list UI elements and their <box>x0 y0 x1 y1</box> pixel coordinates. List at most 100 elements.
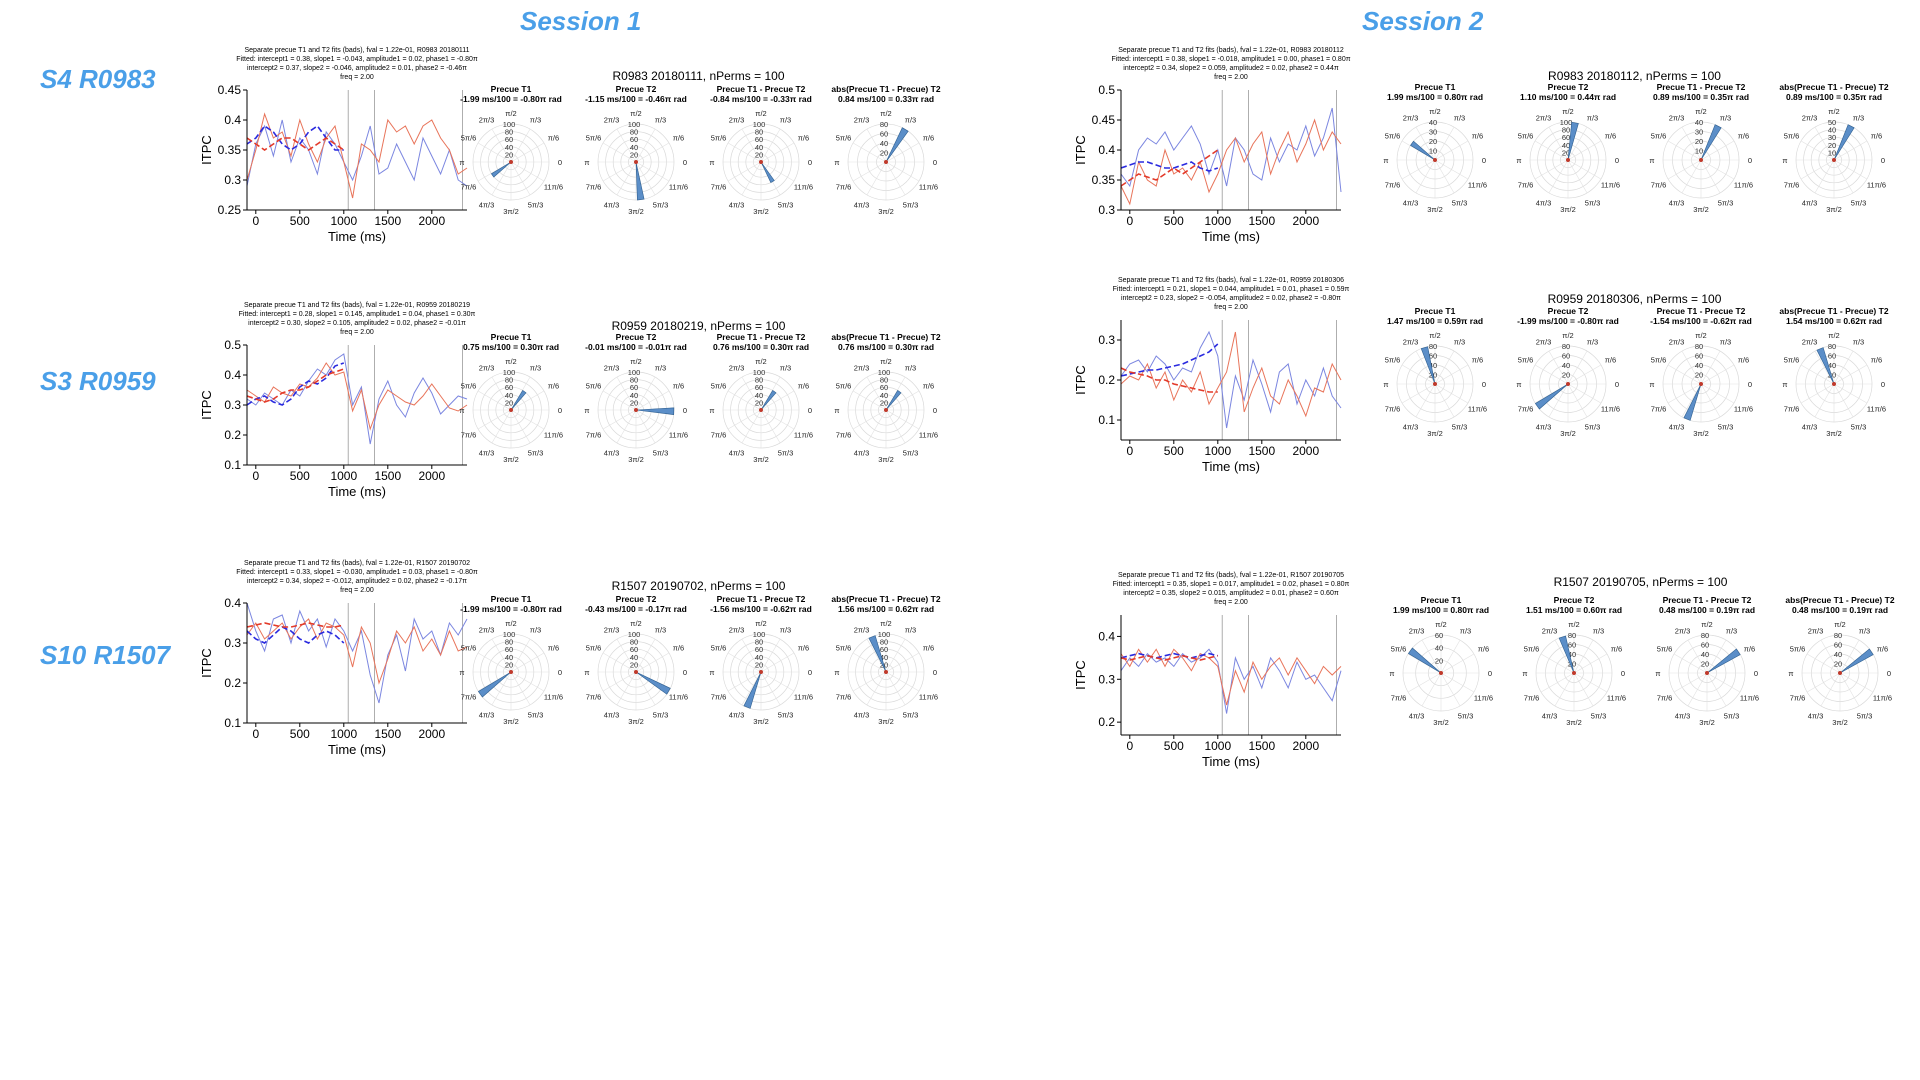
polar-angle-label: 11π/6 <box>544 431 563 440</box>
polar-grid-spoke <box>1681 350 1702 385</box>
polar-angle-label: 0 <box>933 668 937 677</box>
polar-grid-spoke <box>635 390 670 411</box>
polar-angle-label: 2π/3 <box>1669 114 1685 123</box>
polar-panel-3: abs(Precue T1 - Precue) T21.56 ms/100 = … <box>831 594 940 726</box>
polar-angle-label: π/6 <box>798 134 809 143</box>
y-axis-label: ITPC <box>199 135 214 165</box>
polar-grid-spoke <box>1814 126 1835 161</box>
polar-grid-spoke <box>1534 140 1569 161</box>
polar-grid-spoke <box>727 652 762 673</box>
polar-grid-spoke <box>510 128 531 163</box>
y-tick-label: 0.1 <box>1098 413 1115 427</box>
session-2-title: Session 2 <box>1362 6 1484 36</box>
fit-line-1 <box>1120 149 1219 187</box>
polar-panel-subtitle: 1.51 ms/100 = 0.60π rad <box>1526 605 1622 615</box>
polar-angle-label: π <box>1516 156 1521 165</box>
polar-grid-spoke <box>1567 364 1602 385</box>
polar-angle-label: 2π/3 <box>729 116 745 125</box>
polar-angle-label: 4π/3 <box>1808 711 1824 720</box>
polar-radial-tick-label: 40 <box>1429 118 1437 127</box>
polar-angle-label: 5π/6 <box>836 382 852 391</box>
polar-grid-spoke <box>616 376 637 411</box>
polar-panel-2: Precue T1 - Precue T20.76 ms/100 = 0.30π… <box>709 332 813 464</box>
polar-grid-spoke <box>885 142 920 163</box>
polar-angle-label: 11π/6 <box>1734 405 1753 414</box>
line-chart-title-line: intercept2 = 0.34, slope2 = 0.059, ampli… <box>1123 65 1339 72</box>
polar-radial-tick-label: 60 <box>505 135 513 144</box>
polar-angle-label: 11π/6 <box>1601 181 1620 190</box>
polar-grid-spoke <box>1415 126 1436 161</box>
polar-angle-label: 4π/3 <box>729 710 745 719</box>
polar-angle-label: 7π/6 <box>1524 694 1540 703</box>
polar-grid-spoke <box>1700 350 1721 385</box>
polar-radial-tick-label: 60 <box>880 645 888 654</box>
polar-angle-label: 3π/2 <box>753 455 769 464</box>
polar-angle-label: 2π/3 <box>1536 338 1552 347</box>
polar-angle-label: π <box>1782 380 1787 389</box>
polar-panel-title: Precue T1 - Precue T2 <box>717 332 806 342</box>
polar-angle-label: 2π/3 <box>1403 338 1419 347</box>
polar-grid-spoke <box>635 128 656 163</box>
polar-radial-tick-label: 80 <box>1562 126 1570 135</box>
polar-angle-label: π <box>1383 156 1388 165</box>
y-tick-label: 0.3 <box>1098 333 1115 347</box>
x-axis-label: Time (ms) <box>1202 459 1260 474</box>
polar-grid-spoke <box>1820 672 1841 707</box>
polar-grid-spoke <box>1548 350 1569 385</box>
line-chart-title-line: Separate precue T1 and T2 fits (bads), f… <box>244 302 470 309</box>
polar-angle-label: π <box>459 406 464 415</box>
polar-angle-label: 7π/6 <box>836 431 852 440</box>
polar-angle-label: π/3 <box>1587 338 1598 347</box>
x-tick-label: 0 <box>252 214 259 228</box>
polar-radial-tick-label: 60 <box>505 383 513 392</box>
polar-grid-spoke <box>491 638 512 673</box>
y-tick-label: 0.2 <box>1098 373 1115 387</box>
polar-angle-label: π/2 <box>880 357 891 366</box>
polar-grid-spoke <box>760 652 795 673</box>
polar-grid-spoke <box>1806 653 1841 674</box>
polar-angle-label: 7π/6 <box>836 183 852 192</box>
polar-angle-label: 2π/3 <box>854 626 870 635</box>
polar-grid-spoke <box>602 142 637 163</box>
polar-angle-label: 5π/6 <box>1385 132 1401 141</box>
polar-angle-label: π <box>1649 156 1654 165</box>
polar-panel-3: abs(Precue T1 - Precue) T21.54 ms/100 = … <box>1779 306 1888 438</box>
polar-grid-spoke <box>602 671 637 692</box>
polar-angle-label: 11π/6 <box>1740 694 1759 703</box>
polar-grid-spoke <box>852 161 887 182</box>
polar-angle-label: 5π/3 <box>1591 711 1607 720</box>
polar-center-dot <box>1699 158 1703 162</box>
fit-line-0 <box>246 124 344 151</box>
polar-grid-spoke <box>510 390 545 411</box>
polar-grid-spoke <box>1434 383 1455 418</box>
polar-grid-spoke <box>727 142 762 163</box>
y-tick-label: 0.35 <box>1092 173 1116 187</box>
polar-grid-spoke <box>852 409 887 430</box>
polar-angle-label: π/6 <box>1871 356 1882 365</box>
polar-radial-tick-label: 60 <box>630 645 638 654</box>
polar-angle-label: 2π/3 <box>1536 114 1552 123</box>
polar-panel-subtitle: -1.15 ms/100 = -0.46π rad <box>585 94 687 104</box>
polar-center-dot <box>1433 382 1437 386</box>
polar-radial-tick-label: 80 <box>630 128 638 137</box>
polar-panel-2: Precue T1 - Precue T20.89 ms/100 = 0.35π… <box>1649 82 1753 214</box>
polar-angle-label: π/2 <box>1568 620 1579 629</box>
y-tick-label: 0.1 <box>224 716 241 730</box>
polar-panel-title: Precue T1 <box>491 332 532 342</box>
polar-angle-label: 5π/6 <box>461 134 477 143</box>
polar-angle-label: 5π/6 <box>1518 132 1534 141</box>
polar-angle-label: 2π/3 <box>729 364 745 373</box>
polar-angle-label: 5π/6 <box>836 134 852 143</box>
polar-angle-label: π/6 <box>1738 132 1749 141</box>
x-tick-label: 1000 <box>1204 214 1231 228</box>
polar-angle-label: 3π/2 <box>503 207 519 216</box>
polar-angle-label: 0 <box>558 668 562 677</box>
polar-angle-label: π <box>459 158 464 167</box>
polar-angle-label: π/2 <box>1695 107 1706 116</box>
polar-panel-subtitle: -1.99 ms/100 = -0.80π rad <box>1517 316 1619 326</box>
polar-radial-tick-label: 20 <box>630 398 638 407</box>
polar-angle-label: 7π/6 <box>1790 694 1806 703</box>
polar-angle-label: 4π/3 <box>1669 198 1685 207</box>
polar-value-bar <box>1567 121 1579 161</box>
